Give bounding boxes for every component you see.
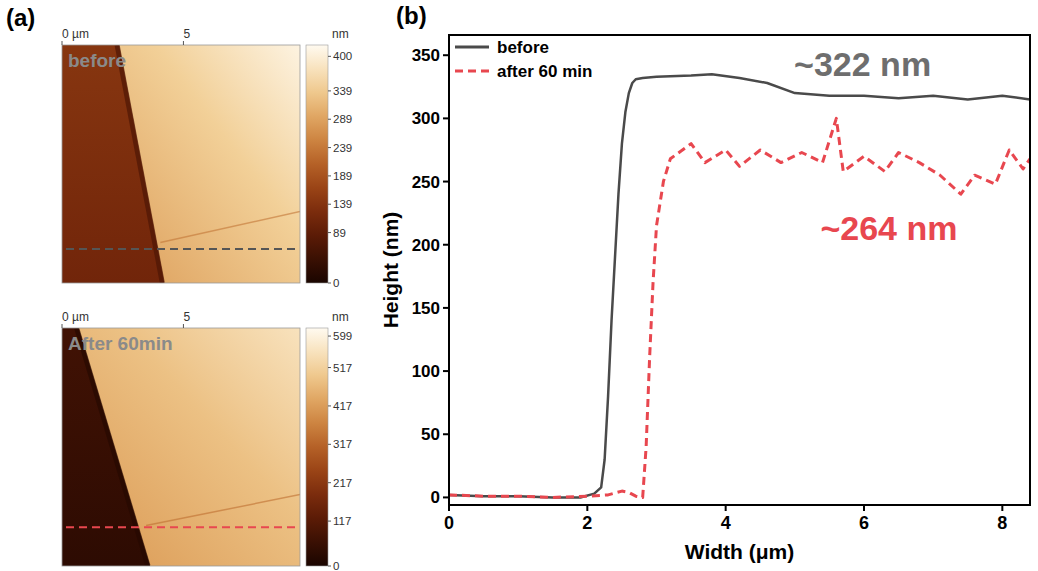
plot-area <box>449 74 1030 497</box>
substrate <box>62 328 300 566</box>
colorbar-tick-label: 317 <box>333 438 352 450</box>
colorbar-tick-label: 189 <box>333 170 352 182</box>
colorbar-tick <box>328 90 331 91</box>
y-tick-label: 50 <box>421 425 440 444</box>
x-tick-label: 4 <box>721 513 731 533</box>
image-frame <box>62 45 300 283</box>
y-tick-label: 0 <box>431 488 440 507</box>
y-tick-label: 250 <box>412 173 440 192</box>
x-tick-label: 5 <box>183 310 190 324</box>
x-tick-label: 6 <box>859 513 869 533</box>
colorbar-tick <box>328 367 331 368</box>
colorbar <box>306 328 328 566</box>
x-tick-label: 2 <box>582 513 592 533</box>
scratch <box>160 212 300 243</box>
y-tick-label: 350 <box>412 46 440 65</box>
colorbar-tick <box>328 336 331 337</box>
legend-swatch <box>455 70 489 73</box>
colorbar <box>306 45 328 283</box>
x-tick-label: 0 µm <box>62 310 89 324</box>
afm-panel: After 60min 0 µm 5 599 517 417 317 217 117 0 nm <box>62 310 352 571</box>
plot-frame <box>449 35 1030 505</box>
colorbar-tick-label: 217 <box>333 477 352 489</box>
legend-swatch <box>455 46 489 49</box>
profile-line <box>66 248 296 250</box>
colorbar-tick <box>328 566 331 567</box>
image-title: After 60min <box>68 333 173 354</box>
colorbar-tick-label: 417 <box>333 400 352 412</box>
colorbar-unit: nm <box>332 27 349 41</box>
image-frame <box>62 328 300 566</box>
colorbar-tick-label: 239 <box>333 142 352 154</box>
y-tick-label: 200 <box>412 236 440 255</box>
panel-label: (b) <box>396 2 427 29</box>
colorbar-tick <box>328 175 331 176</box>
x-tick <box>62 41 63 45</box>
afm-image <box>62 45 300 283</box>
x-tick-label: 5 <box>183 27 190 41</box>
colorbar-tick <box>328 283 331 284</box>
series-line <box>449 118 1030 497</box>
colorbar-tick <box>328 232 331 233</box>
colorbar-tick <box>328 204 331 205</box>
y-tick-label: 100 <box>412 362 440 381</box>
annotation: ~322 nm <box>794 45 931 83</box>
y-tick-label: 300 <box>412 109 440 128</box>
x-tick-label: 0 <box>444 513 454 533</box>
y-tick-label: 150 <box>412 299 440 318</box>
substrate <box>62 45 300 283</box>
colorbar-tick-label: 89 <box>333 227 346 239</box>
colorbar-tick <box>328 482 331 483</box>
colorbar-unit: nm <box>332 310 349 324</box>
legend-label: before <box>497 38 549 57</box>
colorbar-tick-label: 117 <box>333 515 351 527</box>
series-line <box>449 74 1030 497</box>
x-tick <box>183 41 184 45</box>
colorbar-tick-label: 400 <box>333 50 352 62</box>
afm-panel: before 0 µm 5 400 339 289 239 189 139 89 0 nm <box>62 27 352 289</box>
x-tick <box>183 324 184 328</box>
colorbar-tick-label: 0 <box>333 560 339 571</box>
colorbar-tick-label: 517 <box>333 362 352 374</box>
profile-line <box>66 526 296 528</box>
edge-shadow <box>77 328 148 566</box>
edge-shadow <box>117 45 162 283</box>
colorbar-tick <box>328 119 331 120</box>
flake <box>119 45 300 283</box>
figure: before0 µm5400339289239189139890nm(a)Aft… <box>0 0 1038 571</box>
x-tick-label: 0 µm <box>62 27 89 41</box>
colorbar-tick-label: 0 <box>333 277 339 289</box>
x-axis-title: Width (μm) <box>685 540 794 563</box>
x-tick <box>62 324 63 328</box>
legend-label: after 60 min <box>497 62 592 81</box>
line-panel: (b) 0 2 4 6 8 0 50 100 150 200 250 300 350 Width (μm) H… <box>379 2 1030 563</box>
image-title: before <box>68 50 126 71</box>
colorbar-tick-label: 339 <box>333 85 352 97</box>
annotation: ~264 nm <box>820 209 957 247</box>
afm-image <box>62 328 300 566</box>
colorbar-tick-label: 289 <box>333 113 352 125</box>
colorbar-tick-label: 139 <box>333 198 352 210</box>
colorbar-tick <box>328 405 331 406</box>
colorbar-tick <box>328 521 331 522</box>
y-axis-title: Height (nm) <box>379 212 402 329</box>
colorbar-tick <box>328 444 331 445</box>
colorbar-tick <box>328 56 331 57</box>
colorbar-tick-label: 599 <box>333 330 352 342</box>
colorbar-tick <box>328 147 331 148</box>
panel-label: (a) <box>6 4 35 31</box>
scratch <box>146 495 300 526</box>
x-tick-label: 8 <box>997 513 1007 533</box>
